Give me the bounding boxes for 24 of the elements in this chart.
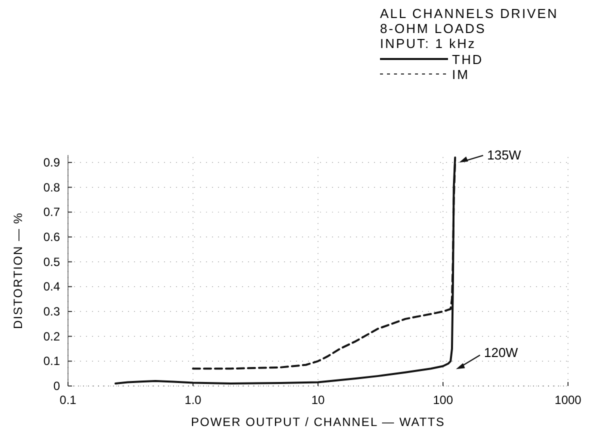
x-tick-label: 1.0 [184,393,202,407]
y-tick-label: 0.8 [43,180,60,194]
x-axis-title: POWER OUTPUT / CHANNEL — WATTS [190,415,446,429]
x-tick-label: 100 [432,393,454,407]
text: INPUT: 1 kHz [380,36,476,51]
y-tick-label: 0.9 [43,155,60,170]
y-tick-label: 0.4 [43,280,60,294]
annotation: 120W [484,345,519,360]
x-tick-label: 10 [311,393,325,407]
y-tick-label: 0.2 [43,329,60,344]
x-tick-label: 1000 [554,393,582,407]
y-axis-title: DISTORTION — % [11,212,25,329]
text: IM [452,67,470,82]
y-tick-label: 0 [53,379,60,393]
text: 8-OHM LOADS [380,21,486,36]
y-tick-label: 0.6 [43,230,60,244]
y-tick-label: 0.3 [43,304,60,318]
y-tick-label: 0.7 [43,205,60,220]
text: ALL CHANNELS DRIVEN [380,6,558,21]
text: THD [452,52,484,67]
x-tick-label: 0.1 [60,393,77,407]
annotation: 135W [487,147,522,162]
y-tick-label: 0.1 [43,354,60,368]
y-tick-label: 0.5 [43,254,60,269]
